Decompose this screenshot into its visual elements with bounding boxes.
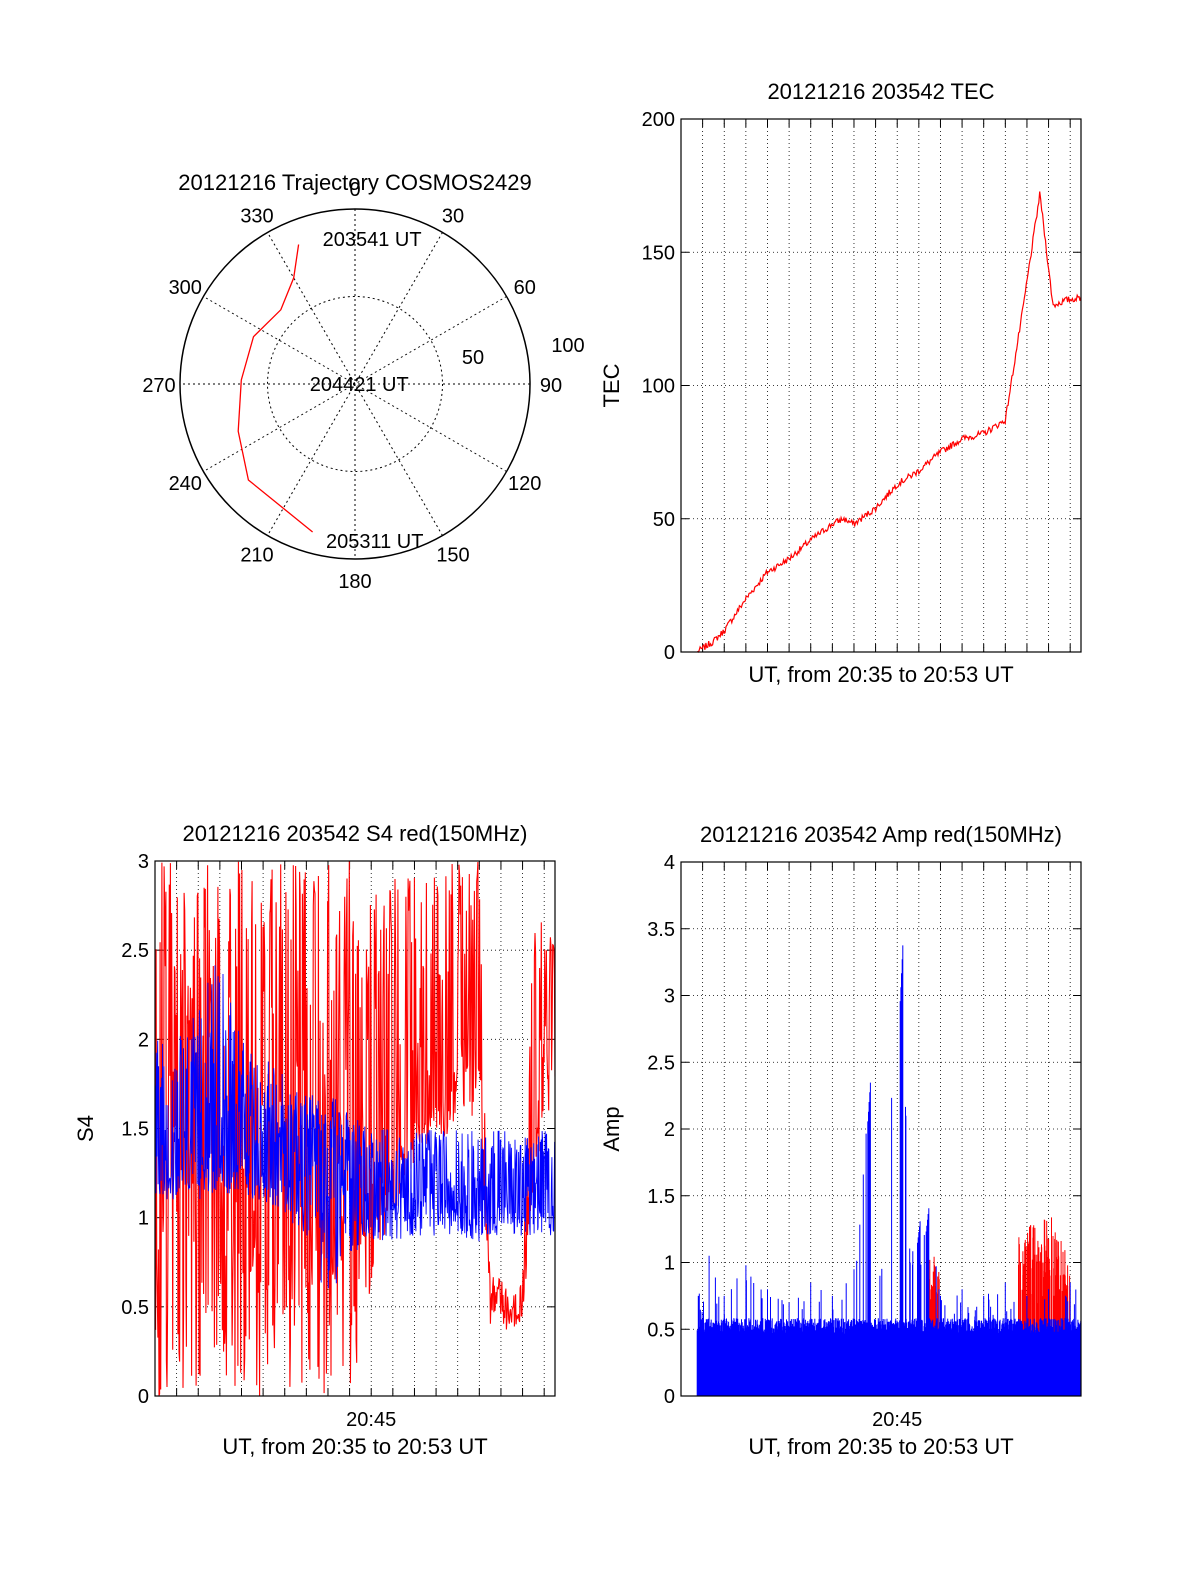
y-tick-label: 0.5 [647,1319,675,1341]
chart-title: 20121216 Trajectory COSMOS2429 [178,170,531,195]
plot-frame [154,860,556,1397]
y-tick-label: 200 [642,109,675,131]
y-tick-label: 50 [653,509,675,531]
s4-plot: 0 0.5 1 1.5 2 2.5 3 20121216 203542 S4 red(150M… [73,821,556,1459]
amp-plot: 0 0.5 1 1.5 2 2.5 3 3.5 4 20121216 203542 Amp red… [599,822,1082,1459]
chart-title: 20121216 203542 TEC [767,79,994,104]
azimuth-label: 120 [508,473,541,495]
y-tick-label: 2.5 [647,1052,675,1074]
y-tick-label: 3 [664,986,675,1008]
y-tick-label: 2 [138,1029,149,1051]
s4-series-layer [155,861,555,1396]
polar-spoke [267,232,443,536]
y-tick-label: 1 [138,1208,149,1230]
radius-label: 50 [462,347,484,369]
azimuth-label: 150 [436,545,469,567]
s4-red-series-line [155,861,555,1396]
tec-series-line [696,191,1082,653]
s4-blue-series-line [155,965,555,1289]
chart-title: 20121216 203542 Amp red(150MHz) [700,822,1062,847]
y-tick-label: 1.5 [121,1119,149,1141]
trajectory-time-label: 204421 UT [310,374,409,396]
y-tick-label: 0 [664,642,675,664]
radius-label: 100 [551,335,584,357]
y-tick-label: 0 [664,1386,675,1408]
y-tick-label: 1.5 [647,1186,675,1208]
y-tick-label: 100 [642,376,675,398]
trajectory-line [237,244,314,533]
y-tick-label: 1 [664,1253,675,1275]
y-tick-label: 2.5 [121,940,149,962]
x-axis-label: UT, from 20:35 to 20:53 UT [748,662,1013,687]
azimuth-label: 240 [169,473,202,495]
y-tick-label: 3.5 [647,919,675,941]
azimuth-label: 30 [442,205,464,227]
azimuth-label: 0 [349,179,360,201]
azimuth-label: 330 [240,205,273,227]
plot-frame [680,118,1082,653]
x-tick-label: 20:45 [346,1409,396,1431]
y-tick-label: 0 [138,1386,149,1408]
y-axis-label: Amp [599,1106,624,1151]
x-tick-label: 20:45 [872,1409,922,1431]
plot-frame [680,861,1082,1397]
y-tick-label: 0.5 [121,1297,149,1319]
trajectory-time-label: 203541 UT [323,229,422,251]
chart-title: 20121216 203542 S4 red(150MHz) [183,821,528,846]
azimuth-label: 210 [240,545,273,567]
azimuth-label: 300 [169,277,202,299]
azimuth-label: 180 [338,571,371,593]
x-axis-label: UT, from 20:35 to 20:53 UT [748,1434,1013,1459]
x-axis-label: UT, from 20:35 to 20:53 UT [222,1434,487,1459]
y-axis-label: S4 [73,1115,98,1142]
y-axis-label: TEC [599,363,624,407]
azimuth-label: 60 [514,277,536,299]
y-tick-label: 3 [138,851,149,873]
amp-series-layer [696,945,1081,1396]
azimuth-label: 90 [540,375,562,397]
trajectory-time-label: 205311 UT [326,531,423,553]
y-tick-label: 2 [664,1119,675,1141]
azimuth-label: 270 [142,375,175,397]
tec-plot: 0 50 100 150 200 20121216 203542 TEC UT, from … [599,79,1082,687]
y-tick-label: 4 [664,852,675,874]
y-tick-label: 150 [642,242,675,264]
amp-blue-series-bars [696,945,1081,1396]
polar-inner-ring [267,296,443,472]
